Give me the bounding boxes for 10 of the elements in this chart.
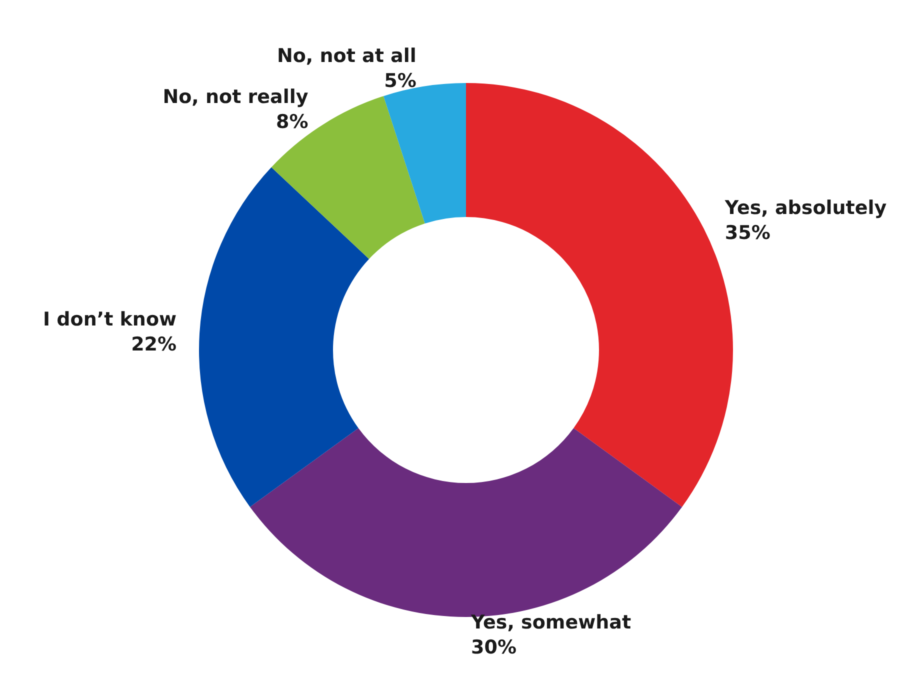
data-label: 5%: [384, 70, 416, 92]
data-label: 35%: [724, 222, 770, 244]
slice-label: Yes, somewhat: [470, 612, 632, 634]
slice-label: I don’t know: [43, 308, 177, 331]
data-label: 8%: [276, 110, 308, 133]
data-label: 22%: [131, 334, 177, 356]
data-label: 30%: [471, 636, 516, 658]
slice-label: No, not really: [162, 86, 309, 108]
slice-label: Yes, absolutely: [724, 197, 888, 220]
slice-label: No, not at all: [276, 45, 416, 68]
